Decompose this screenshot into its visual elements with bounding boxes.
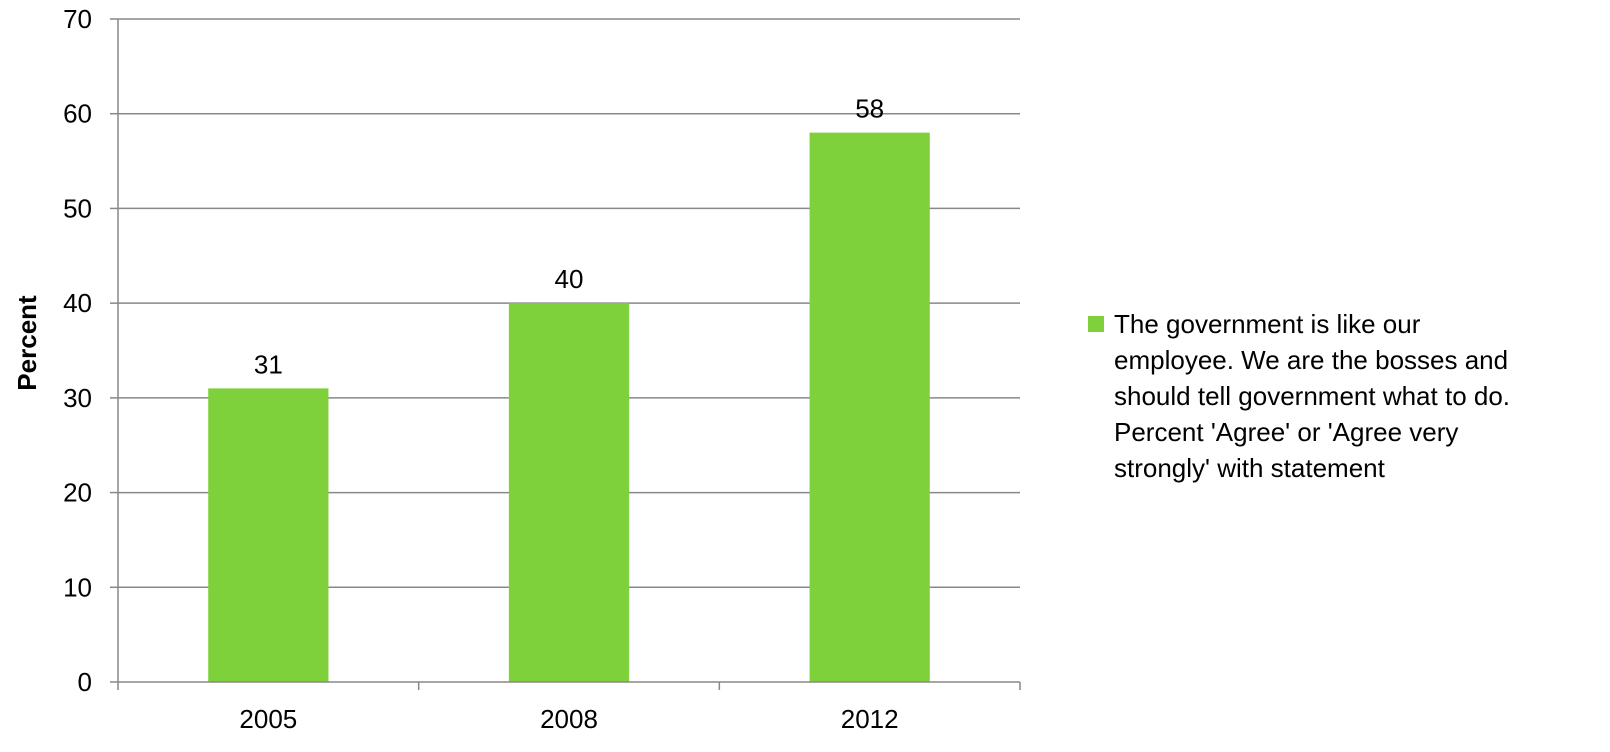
bar-2008 <box>508 303 630 682</box>
labels: 0 10 20 30 40 50 60 70 31 2005 40 2008 58 2012 <box>63 4 899 734</box>
bar-2012 <box>809 132 930 682</box>
legend-label: The government is like our employee. We … <box>1114 309 1511 483</box>
y-tick-label: 20 <box>63 478 92 508</box>
y-tick-label: 10 <box>63 572 92 602</box>
data-label: 58 <box>855 94 884 124</box>
data-label: 31 <box>254 349 283 379</box>
x-tick-label: 2005 <box>239 704 297 734</box>
y-tick-label: 0 <box>78 667 92 697</box>
data-label: 40 <box>555 264 584 294</box>
y-tick-label: 50 <box>63 193 92 223</box>
bar-2005 <box>208 388 329 682</box>
axes <box>110 18 1021 690</box>
y-axis-title: Percent <box>12 295 42 391</box>
x-tick-label: 2012 <box>841 704 899 734</box>
legend: The government is like our employee. We … <box>1088 306 1588 486</box>
legend-swatch <box>1088 316 1104 332</box>
y-tick-label: 70 <box>63 4 92 34</box>
y-tick-label: 40 <box>63 288 92 318</box>
bars <box>208 132 930 682</box>
y-tick-label: 60 <box>63 99 92 129</box>
y-tick-label: 30 <box>63 383 92 413</box>
x-tick-label: 2008 <box>540 704 598 734</box>
